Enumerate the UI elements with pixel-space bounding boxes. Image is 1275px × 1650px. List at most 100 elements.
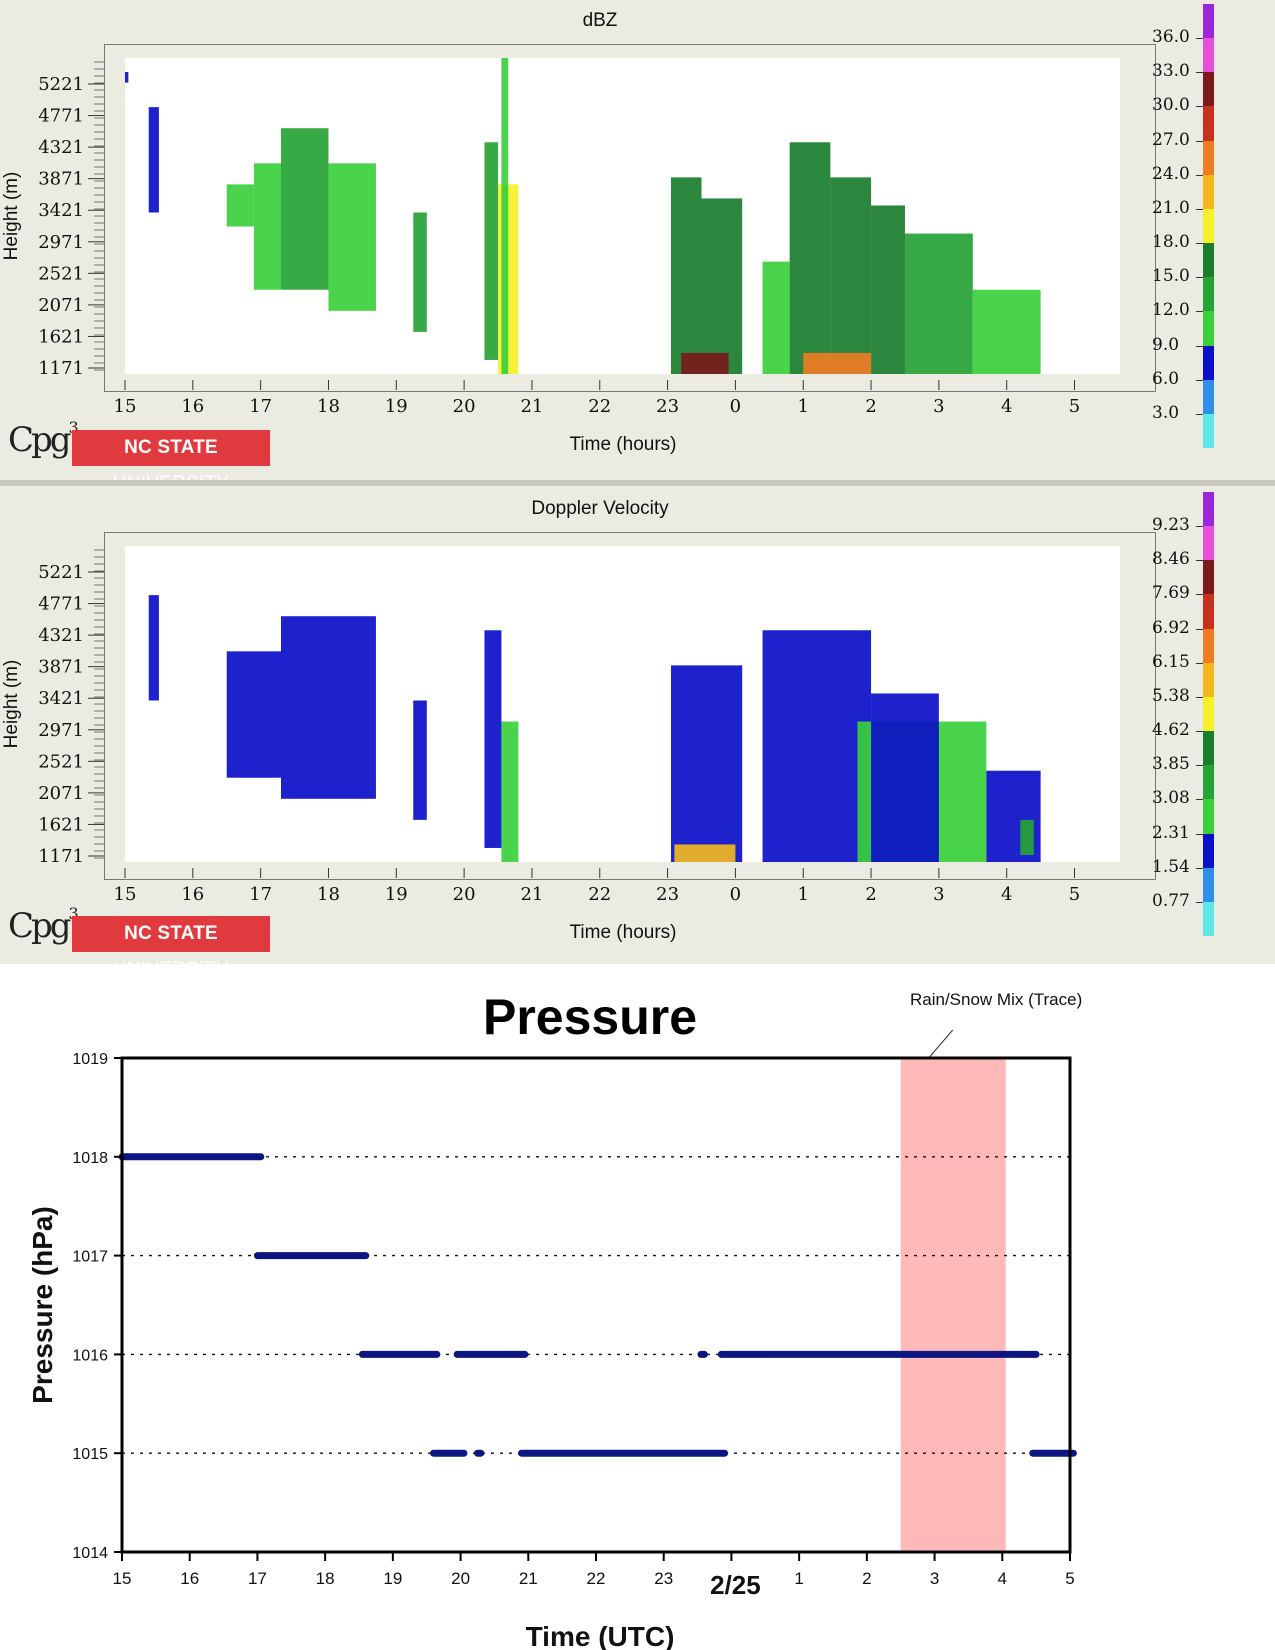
y-tick-label: 4321 [38,625,84,646]
y-tick-label: 3421 [38,688,84,709]
colorbar-tick [1196,140,1203,142]
y-tick-label: 3871 [38,169,84,190]
x-tick-label: 18 [316,1569,335,1588]
colorbar-segment [1203,140,1214,176]
dbz-colorbar [1203,4,1214,449]
echo-cell-4 [484,630,502,848]
y-tick-label: 2071 [38,783,84,804]
dbz-heatmap [125,58,1041,374]
x-tick-label: 16 [180,1569,199,1588]
y-tick-label: 2971 [38,232,84,253]
colorbar-label: 24.0 [1152,163,1190,184]
colorbar-tick [1196,765,1203,767]
x-tick-label: 15 [114,396,137,417]
colorbar-label: 4.62 [1152,720,1190,741]
x-tick-label: 16 [181,396,204,417]
colorbar-tick [1196,628,1203,630]
y-axis-label: Pressure (hPa) [27,1206,58,1404]
colorbar-segment [1203,765,1214,800]
ncstate-badge: NC STATE UNIVERSITY [72,430,270,494]
echo-cell-11 [701,198,743,374]
y-tick-label: 1019 [72,1051,108,1068]
colorbar-segment [1203,345,1214,381]
colorbar-tick [1196,526,1203,528]
colorbar-segment [1203,594,1214,630]
x-tick-label: 2 [865,396,876,417]
x-tick-label: 21 [520,884,543,905]
colorbar-segment [1203,560,1214,595]
colorbar-label: 36.0 [1152,27,1190,48]
velocity-heatmap [148,595,1041,862]
x-tick-label: 23 [656,396,679,417]
colorbar-segment [1203,662,1214,698]
colorbar-segment [1203,867,1214,903]
colorbar-tick [1196,560,1203,562]
colorbar-segment [1203,243,1214,278]
colorbar-tick [1196,174,1203,176]
colorbar-tick [1196,277,1203,279]
echo-cell-7 [674,844,736,862]
panel-separator [0,480,1275,486]
x-tick-label: 15 [113,1569,132,1588]
x-tick-label: 17 [249,396,272,417]
colorbar-label: 2.31 [1152,822,1190,843]
colorbar-segment [1203,106,1214,142]
dbz-title: dBZ [582,10,618,31]
velocity-title: Doppler Velocity [531,498,669,519]
x-tick-label: 4 [998,1569,1007,1588]
colorbar-segment [1203,628,1214,664]
colorbar-segment [1203,901,1214,937]
colorbar-tick [1196,696,1203,698]
colorbar-label: 9.23 [1152,515,1190,536]
y-tick-label: 5221 [38,562,84,583]
echo-cell-2 [280,616,376,799]
y-tick-label: 1017 [72,1249,108,1266]
colorbar-segment [1203,526,1214,561]
x-tick-label: 20 [453,396,476,417]
colorbar-label: 6.92 [1152,617,1190,638]
echo-cell-17 [904,233,973,374]
colorbar-tick [1196,208,1203,210]
colorbar-label: 15.0 [1152,266,1190,287]
colorbar-label: 0.77 [1152,890,1190,911]
x-tick-label: 20 [453,884,476,905]
x-tick-label: 23 [656,884,679,905]
colorbar-segment [1203,277,1214,312]
colorbar-segment [1203,833,1214,869]
echo-cell-19 [803,352,872,374]
x-tick-label: 19 [383,1569,402,1588]
colorbar-tick [1196,799,1203,801]
x-tick-label: 17 [249,884,272,905]
velocity-plot-area [125,546,1120,862]
x-tick-label: 5 [1069,396,1080,417]
colorbar-label: 27.0 [1152,129,1190,150]
x-tick-label: 22 [588,396,611,417]
velocity-colorbar [1203,492,1214,937]
dbz-plot-area [125,58,1120,374]
colorbar-label: 3.08 [1152,788,1190,809]
y-tick-label: 2071 [38,295,84,316]
x-tick-label: 21 [520,396,543,417]
echo-cell-0 [125,72,129,83]
x-tick-label: 18 [317,396,340,417]
colorbar-tick [1196,901,1203,903]
colorbar-label: 5.38 [1152,685,1190,706]
y-tick-label: 1016 [72,1347,108,1364]
x-tick-label: 4 [1001,884,1012,905]
y-tick-label: 4771 [38,594,84,615]
y-tick-label: 2521 [38,751,84,772]
y-tick-label: 4321 [38,137,84,158]
x-tick-label: 21 [519,1569,538,1588]
x-tick-label: 3 [930,1569,939,1588]
colorbar-label: 7.69 [1152,583,1190,604]
x-axis-label: Time (hours) [570,434,677,455]
colorbar-tick [1196,833,1203,835]
x-tick-label: 3 [933,396,944,417]
colorbar-label: 8.46 [1152,549,1190,570]
x-tick-label: 5 [1069,884,1080,905]
y-tick-label: 2521 [38,263,84,284]
colorbar-segment [1203,72,1214,107]
x-tick-label: 1 [794,1569,803,1588]
colorbar-tick [1196,867,1203,869]
